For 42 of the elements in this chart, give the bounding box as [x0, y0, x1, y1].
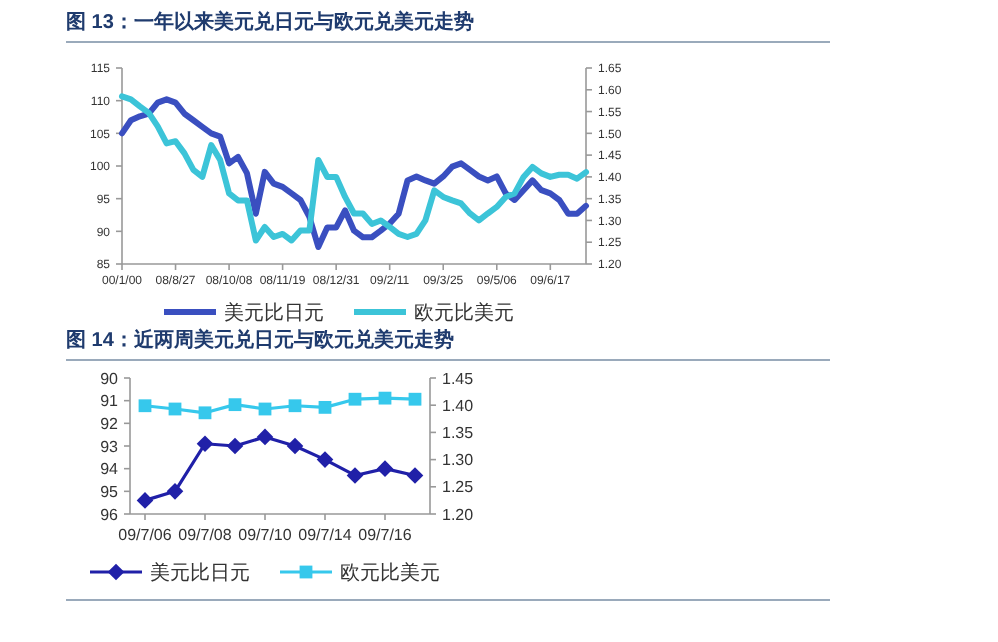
- point: [166, 483, 184, 500]
- y2-tick-label: 1.20: [442, 505, 475, 524]
- point: [408, 392, 422, 406]
- y-tick-label: 96: [100, 505, 120, 524]
- y2-tick-label: 1.40: [442, 396, 475, 415]
- point: [316, 451, 334, 468]
- x-tick-label: 09/7/10: [238, 526, 293, 544]
- y-tick-label: 91: [100, 392, 120, 411]
- point: [318, 400, 332, 414]
- chart-title: 图 13：一年以来美元兑日元与欧元兑美元走势: [66, 10, 474, 34]
- y-tick-label: 92: [100, 414, 120, 433]
- x-tick-label: 09/7/14: [298, 526, 353, 544]
- point: [376, 460, 394, 477]
- y2-tick-label: 1.35: [442, 424, 475, 442]
- y-tick-label: 93: [100, 437, 120, 456]
- y2-tick-label: 1.30: [442, 451, 475, 470]
- legend-label: 美元比日元: [150, 561, 250, 585]
- point: [348, 392, 362, 406]
- point: [138, 399, 152, 413]
- y-tick-label: 90: [100, 369, 120, 388]
- point: [286, 437, 304, 455]
- point: [406, 467, 424, 484]
- chart-title: 图 14：近两周美元兑日元与欧元兑美元走势: [66, 328, 454, 352]
- legend-label: 欧元比美元: [414, 301, 514, 325]
- point: [226, 437, 244, 455]
- x-tick-label: 09/7/16: [358, 526, 413, 544]
- legend-label: 美元比日元: [224, 301, 324, 325]
- point: [136, 492, 154, 509]
- point: [378, 391, 392, 405]
- point: [346, 467, 364, 484]
- point: [198, 406, 212, 420]
- point: [288, 399, 302, 413]
- x-tick-label: 09/7/06: [118, 526, 173, 544]
- legend-label: 欧元比美元: [340, 561, 440, 585]
- x-tick-label: 09/7/08: [178, 526, 233, 544]
- point: [196, 435, 214, 453]
- y2-tick-label: 1.45: [442, 369, 475, 388]
- point: [256, 428, 274, 446]
- y-tick-label: 95: [100, 482, 120, 501]
- y2-tick-label: 1.25: [442, 478, 475, 497]
- y-tick-label: 94: [100, 460, 120, 479]
- point: [228, 398, 242, 412]
